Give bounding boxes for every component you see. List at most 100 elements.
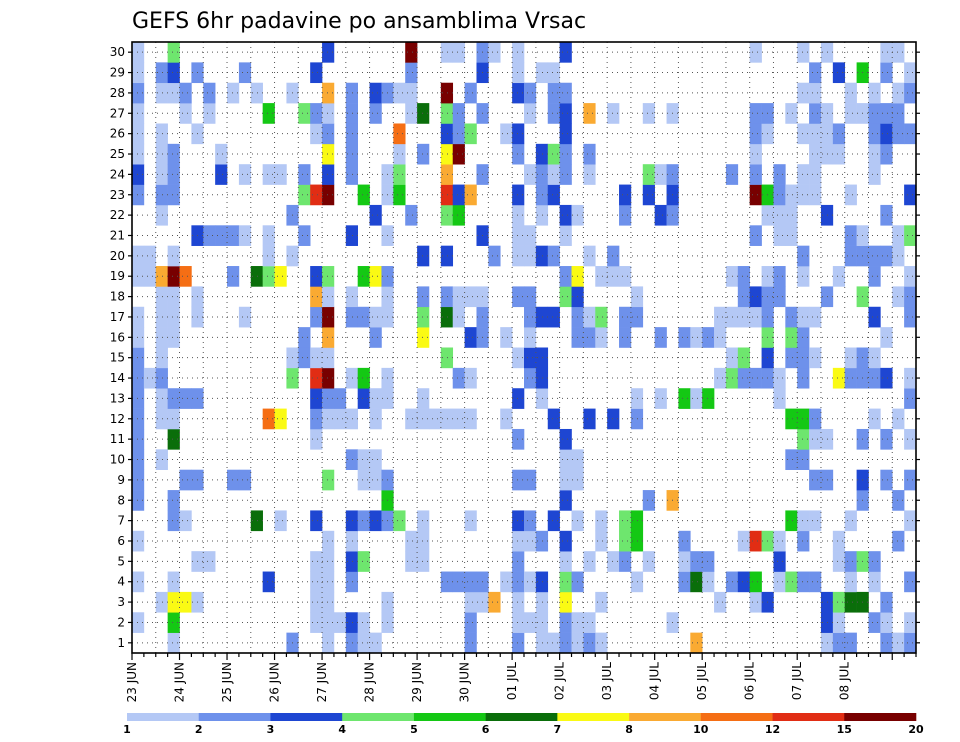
heatmap-cell [524, 571, 537, 593]
heatmap-cell [143, 245, 157, 267]
y-tick-label: 9 [117, 473, 125, 487]
heatmap-cell [369, 408, 382, 430]
heatmap-cell [797, 42, 810, 63]
heatmap-cell [678, 571, 691, 593]
heatmap-cell [797, 449, 810, 470]
heatmap-cell [155, 347, 168, 369]
heatmap-cell [583, 612, 596, 633]
heatmap-cell [512, 62, 525, 84]
heatmap-cell [892, 123, 905, 145]
heatmap-cell [464, 591, 477, 613]
heatmap-cell [167, 408, 180, 430]
heatmap-cell [809, 123, 822, 145]
y-tick-label: 4 [117, 575, 125, 589]
heatmap-cell [393, 184, 406, 206]
heatmap-cell [167, 62, 180, 84]
heatmap-cell [880, 42, 893, 63]
heatmap-cell [892, 245, 905, 267]
heatmap-cell [607, 266, 620, 287]
heatmap-cell [357, 551, 370, 572]
heatmap-cell [132, 245, 145, 267]
heatmap-cell [298, 225, 311, 246]
heatmap-cell [393, 164, 406, 185]
heatmap-cell [512, 632, 525, 654]
heatmap-cell [595, 306, 608, 328]
heatmap-cell [844, 367, 857, 389]
heatmap-cell [274, 164, 287, 185]
heatmap-cell [167, 327, 180, 348]
heatmap-cell [155, 164, 168, 185]
x-tick-label: 27 JUN [315, 662, 329, 702]
heatmap-cell [369, 388, 382, 409]
heatmap-cell [227, 82, 240, 104]
heatmap-cell [250, 510, 263, 532]
heatmap-cell [785, 204, 798, 226]
heatmap-cell [155, 62, 168, 84]
heatmap-cell [654, 204, 667, 226]
heatmap-cell [393, 143, 406, 165]
heatmap-cell [464, 184, 477, 206]
heatmap-cell [892, 490, 905, 511]
heatmap-cell [310, 388, 323, 409]
y-tick-label: 5 [117, 554, 125, 568]
legend-swatch [270, 713, 343, 721]
heatmap-cell [880, 428, 893, 450]
heatmap-cell [274, 408, 287, 430]
heatmap-cell [464, 571, 477, 593]
heatmap-cell [143, 266, 157, 287]
heatmap-cell [844, 82, 857, 104]
heatmap-cell [904, 123, 917, 145]
heatmap-cell [535, 306, 549, 328]
heatmap-cell [428, 408, 442, 430]
heatmap-cell [322, 632, 335, 654]
heatmap-cell [310, 306, 323, 328]
heatmap-cell [440, 204, 454, 226]
y-tick-label: 19 [110, 269, 125, 283]
y-tick-label: 14 [110, 371, 125, 385]
x-tick-label: 01 JUL [505, 662, 519, 700]
heatmap-cell [357, 632, 370, 654]
heatmap-cell [143, 367, 157, 389]
heatmap-cell [298, 327, 311, 348]
heatmap-cell [595, 591, 608, 613]
heatmap-cell [868, 367, 881, 389]
heatmap-cell [262, 164, 275, 185]
heatmap-cell [809, 164, 822, 185]
heatmap-cell [227, 266, 240, 287]
x-tick-label: 23 JUN [125, 662, 139, 702]
heatmap-cell [417, 530, 430, 552]
heatmap-cell [167, 306, 180, 328]
heatmap-cell [167, 428, 180, 450]
heatmap-cell [559, 490, 572, 511]
heatmap-cell [167, 286, 180, 308]
heatmap-cell [844, 245, 857, 267]
heatmap-cell [155, 204, 168, 226]
x-tick-label: 25 JUN [220, 662, 234, 702]
heatmap-cell [904, 306, 917, 328]
heatmap-cell [904, 184, 917, 206]
heatmap-cell [892, 103, 905, 124]
heatmap-cell [559, 266, 572, 287]
heatmap-cell [357, 510, 370, 532]
heatmap-cell [440, 286, 454, 308]
heatmap-cell [512, 347, 525, 369]
x-tick-label: 26 JUN [268, 662, 282, 702]
heatmap-cell [524, 245, 537, 267]
heatmap-cell [333, 388, 347, 409]
heatmap-cell [524, 530, 537, 552]
heatmap-cell [345, 449, 358, 470]
heatmap-cell [559, 591, 572, 613]
heatmap-cell [310, 184, 323, 206]
heatmap-cell [832, 612, 846, 633]
heatmap-cell [322, 103, 335, 124]
heatmap-cell [880, 62, 893, 84]
heatmap-cell [904, 510, 917, 532]
heatmap-cell [132, 571, 145, 593]
heatmap-cell [547, 62, 560, 84]
heatmap-cell [417, 388, 430, 409]
heatmap-cell [904, 62, 917, 84]
heatmap-cell [167, 164, 180, 185]
heatmap-cell [132, 123, 145, 145]
heatmap-cell [512, 612, 525, 633]
heatmap-cell [417, 551, 430, 572]
